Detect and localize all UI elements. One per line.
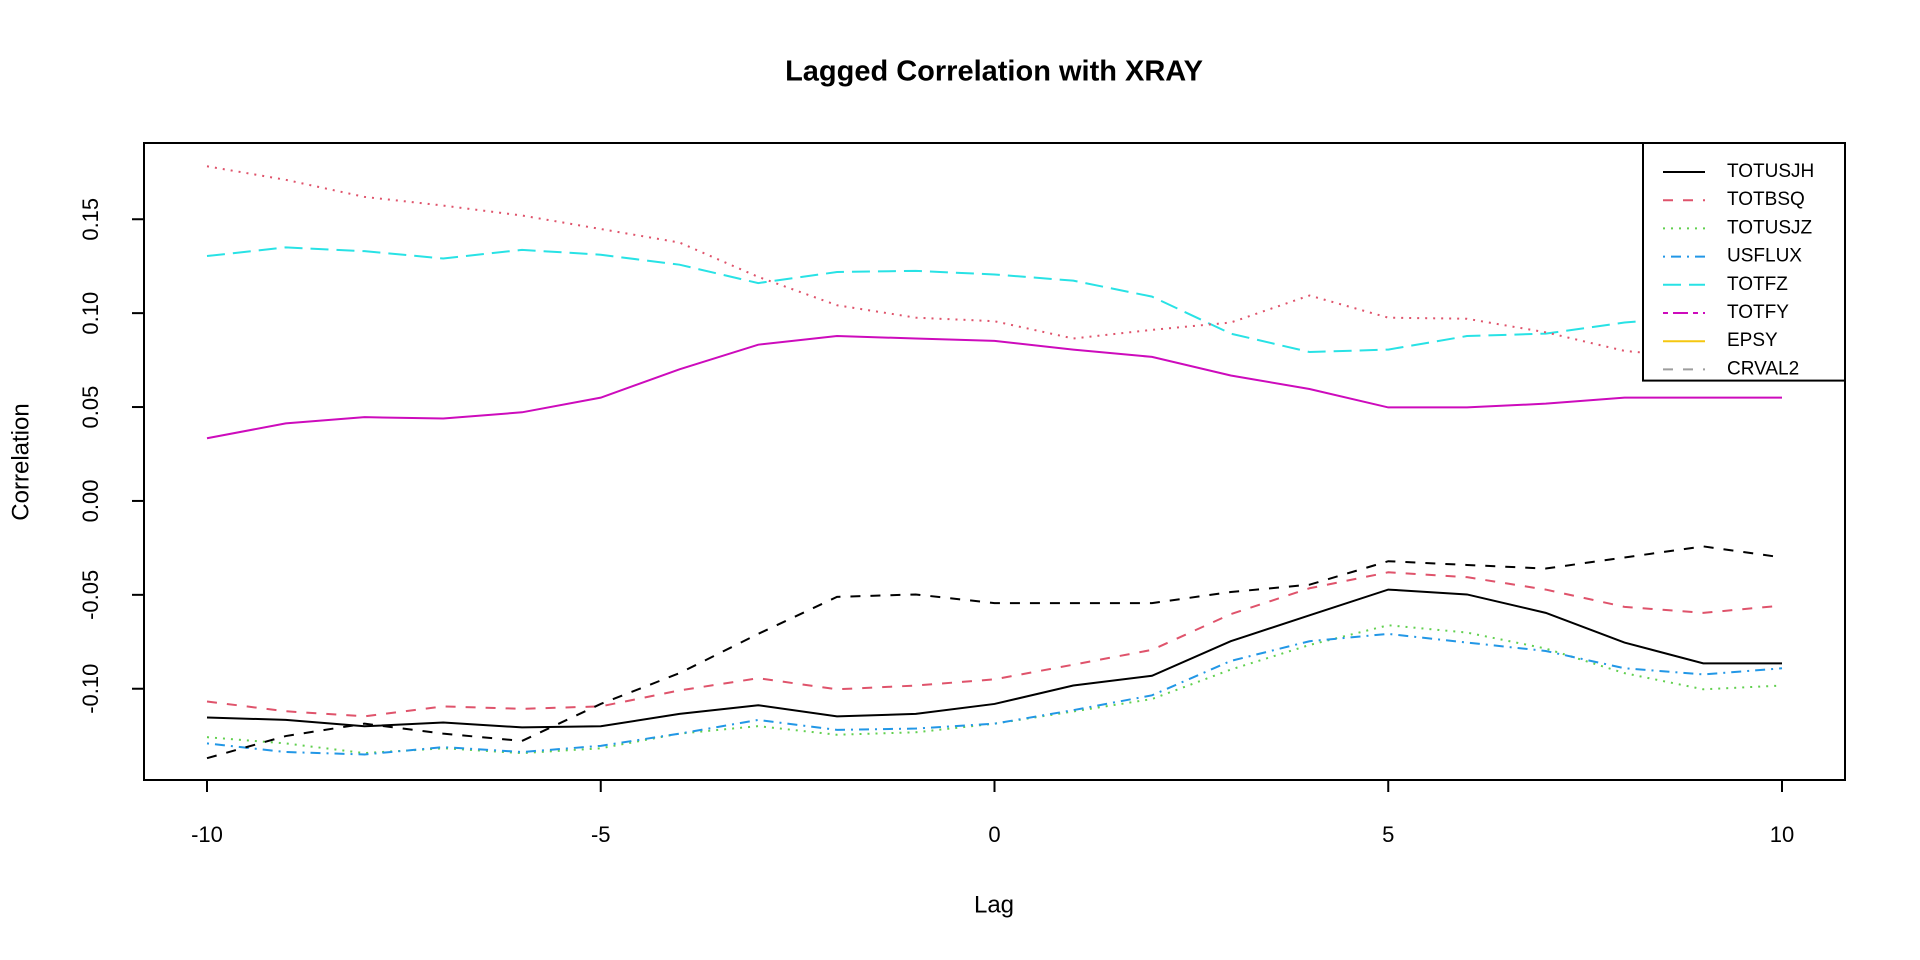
legend-label: USFLUX: [1727, 246, 1802, 267]
series-line: [206, 588, 1782, 729]
legend: TOTUSJH TOTBSQ TOTUSJZ USFLUX TOTFZ TOTFY EPSY…: [1642, 142, 1846, 382]
series-line: [206, 545, 1783, 760]
legend-label: TOTUSJZ: [1727, 217, 1813, 238]
plot-frame: [143, 142, 1846, 781]
series-line: [206, 165, 1783, 366]
y-tick-label: 0.10: [78, 292, 103, 335]
x-axis-label: Lag: [974, 891, 1014, 918]
series-line: [206, 571, 1783, 718]
y-axis-label: Correlation: [7, 403, 34, 520]
legend-label: CRVAL2: [1727, 358, 1799, 379]
y-tick-label: 0.15: [78, 198, 103, 241]
series-line: [206, 246, 1783, 354]
y-tick-label: 0.05: [78, 386, 103, 429]
y-tick-label: -0.05: [78, 570, 103, 620]
series-line: [206, 632, 1783, 756]
series-line: [206, 335, 1782, 440]
y-tick-label: 0.00: [78, 480, 103, 523]
legend-label: TOTFZ: [1727, 274, 1788, 295]
x-tick-label: 5: [1382, 822, 1394, 847]
x-tick-label: -10: [191, 822, 223, 847]
x-tick-label: 0: [988, 822, 1000, 847]
x-tick-label: 10: [1770, 822, 1794, 847]
legend-label: EPSY: [1727, 330, 1778, 351]
x-tick-label: -5: [591, 822, 611, 847]
y-tick-label: -0.10: [78, 664, 103, 714]
chart-title: Lagged Correlation with XRAY: [785, 56, 1203, 88]
legend-label: TOTFY: [1727, 302, 1789, 323]
legend-label: TOTBSQ: [1727, 189, 1805, 210]
legend-label: TOTUSJH: [1727, 161, 1814, 182]
